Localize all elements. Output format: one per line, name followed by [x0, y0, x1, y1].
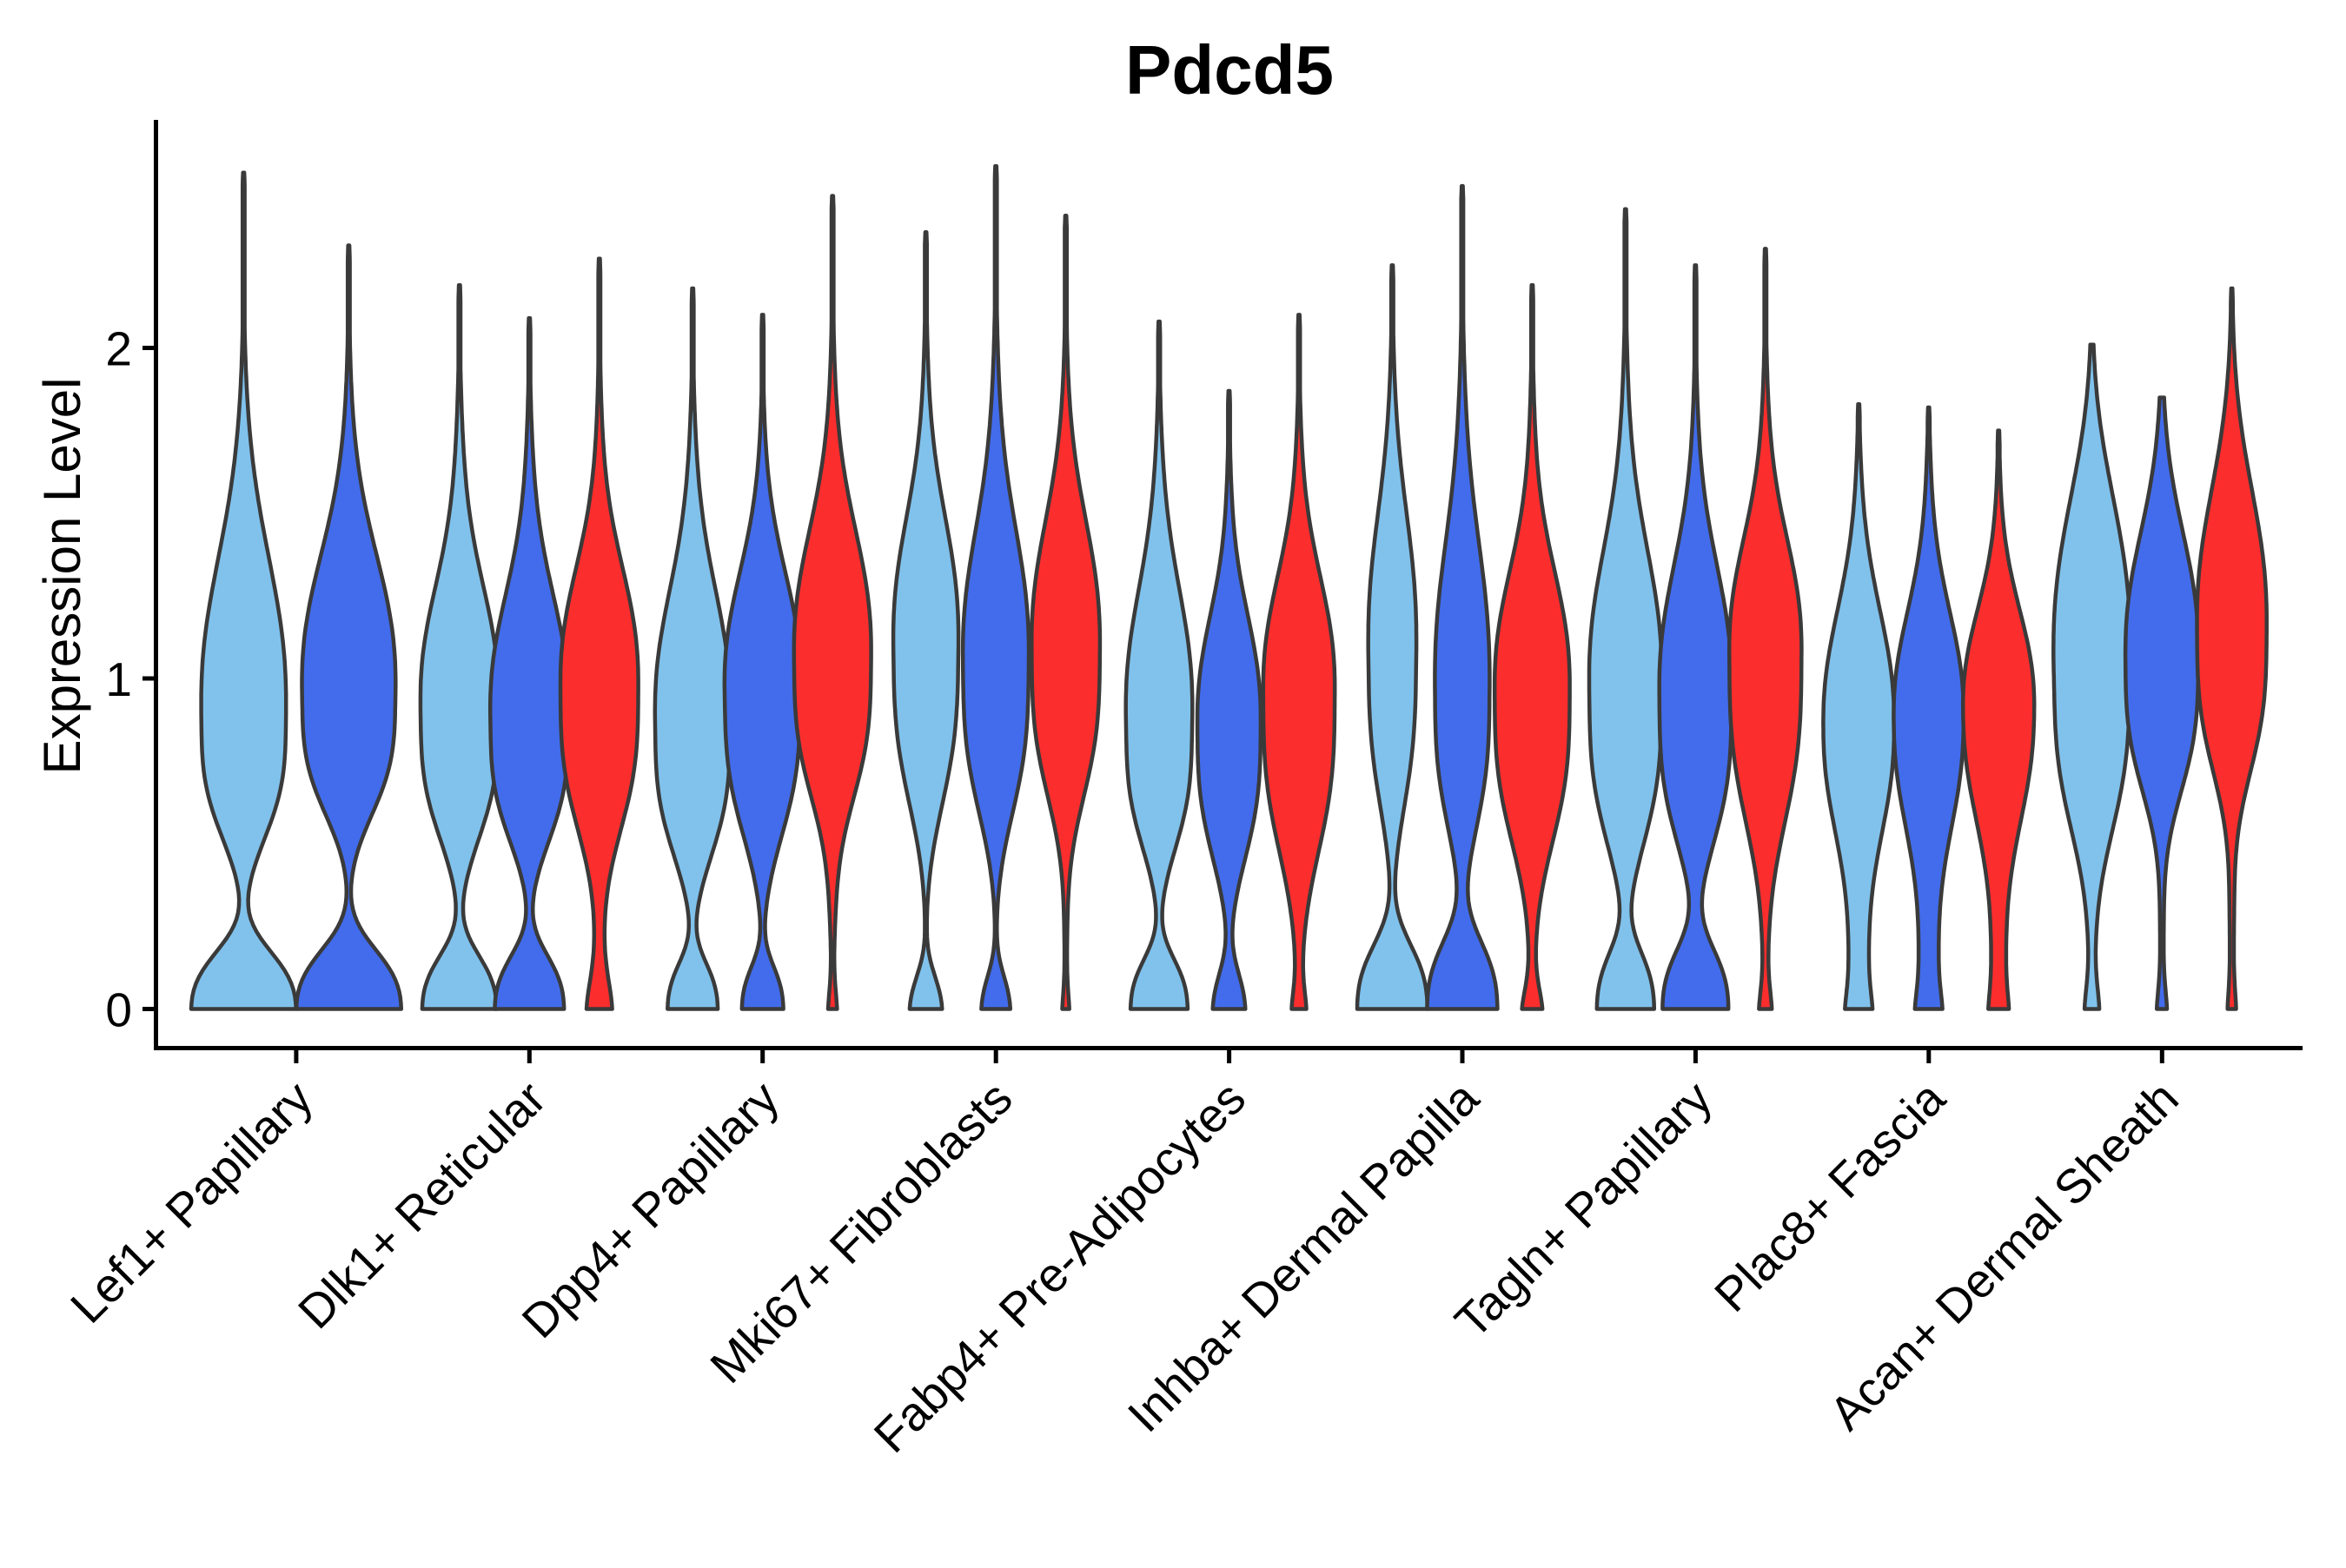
svg-text:Expression Level: Expression Level	[33, 378, 91, 775]
svg-text:1: 1	[105, 652, 132, 706]
svg-text:Pdcd5: Pdcd5	[1125, 31, 1334, 109]
svg-text:2: 2	[105, 322, 132, 376]
svg-text:0: 0	[105, 983, 132, 1037]
